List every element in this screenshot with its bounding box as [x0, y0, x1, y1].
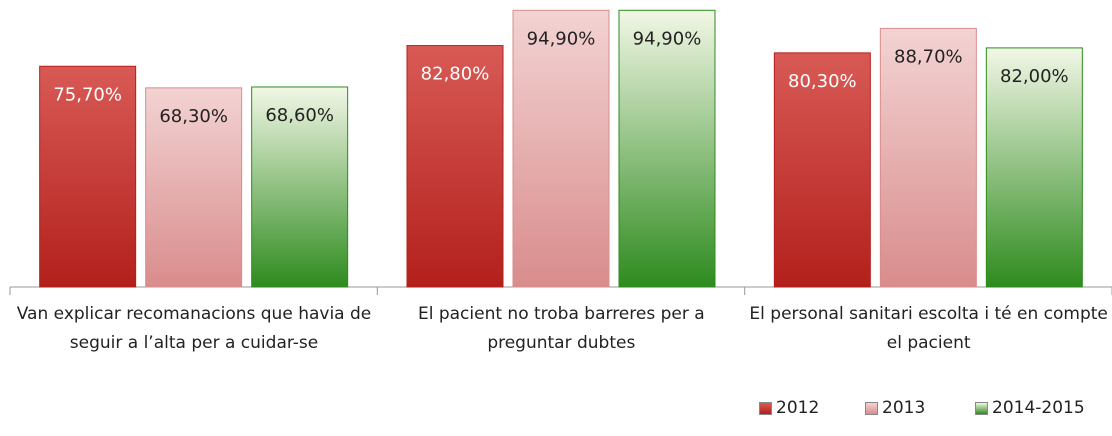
legend-label: 2012 [776, 398, 820, 418]
bar [406, 45, 504, 288]
data-label: 94,90% [527, 28, 596, 49]
data-label: 80,30% [788, 71, 857, 92]
legend-swatch [975, 401, 988, 415]
legend-swatch [759, 401, 772, 415]
bar [985, 47, 1083, 288]
legend-label: 2014-2015 [992, 398, 1085, 418]
legend-swatch [865, 401, 878, 415]
x-tick-label: El personal sanitari escolta i té en com… [749, 304, 1108, 353]
data-label: 82,80% [421, 64, 490, 85]
data-label: 68,60% [265, 105, 334, 126]
legend-label: 2013 [882, 398, 926, 418]
bar [879, 27, 977, 288]
bar [251, 86, 349, 288]
legend-item: 2013 [865, 398, 925, 418]
legend-item: 2014-2015 [975, 398, 1085, 418]
legend-item: 2012 [759, 398, 819, 418]
bar [512, 9, 610, 288]
data-label: 88,70% [894, 46, 963, 67]
bar [145, 87, 243, 288]
data-label: 82,00% [1000, 66, 1069, 87]
data-label: 68,30% [159, 106, 228, 127]
bar [618, 9, 716, 288]
data-label: 75,70% [53, 84, 122, 105]
data-label: 94,90% [633, 28, 702, 49]
x-tick-label: Van explicar recomanacions que havia de … [16, 304, 372, 353]
bar [773, 52, 871, 288]
bar [39, 65, 137, 288]
x-tick-label: El pacient no troba barreres per a pregu… [417, 304, 705, 353]
